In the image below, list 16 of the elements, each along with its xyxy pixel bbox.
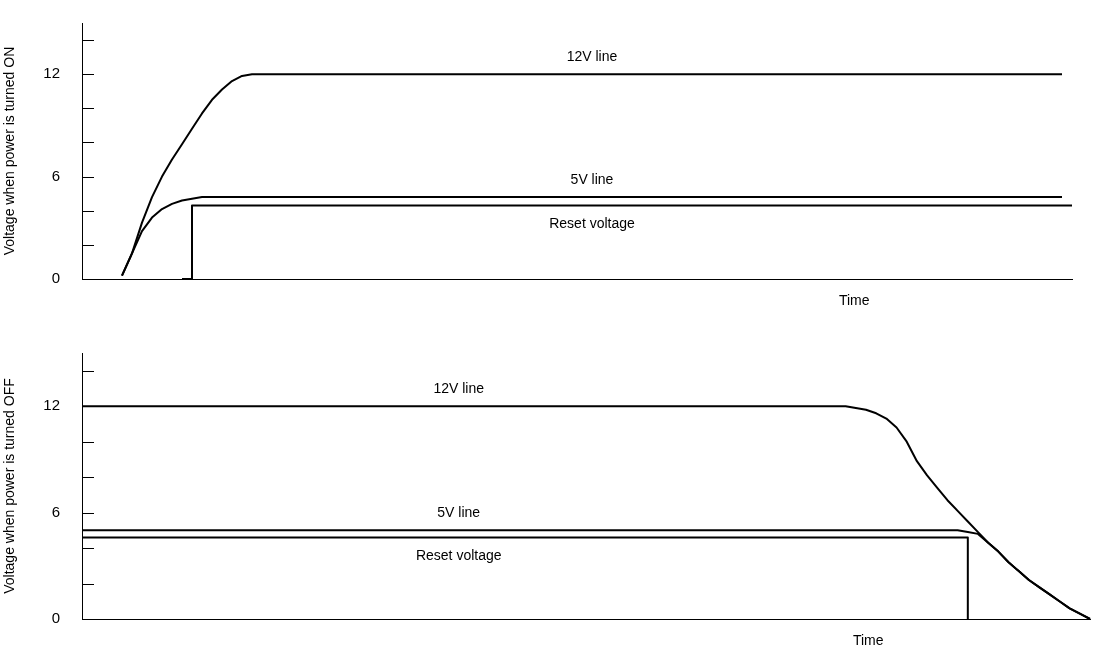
y-tick-label: 6 xyxy=(51,166,60,184)
y-tick-label: 12 xyxy=(43,64,60,82)
series-label: Reset voltage xyxy=(549,215,636,232)
x-axis-title: Time xyxy=(838,291,870,308)
y-tick-label: 0 xyxy=(51,269,60,287)
y-tick-label: 6 xyxy=(51,502,60,520)
y-axis-title: Voltage when power is turned ON xyxy=(1,46,18,256)
y-tick-label: 0 xyxy=(51,609,60,627)
y-tick-label: 12 xyxy=(43,396,60,414)
series-label: Reset voltage xyxy=(415,547,502,564)
y-axis-title: Voltage when power is turned OFF xyxy=(1,378,18,594)
series-label: 5V line xyxy=(437,504,481,521)
x-axis-title: Time xyxy=(852,631,884,648)
series-label: 12V line xyxy=(566,48,618,65)
series-label: 12V line xyxy=(433,380,485,397)
series-label: 5V line xyxy=(570,170,614,187)
